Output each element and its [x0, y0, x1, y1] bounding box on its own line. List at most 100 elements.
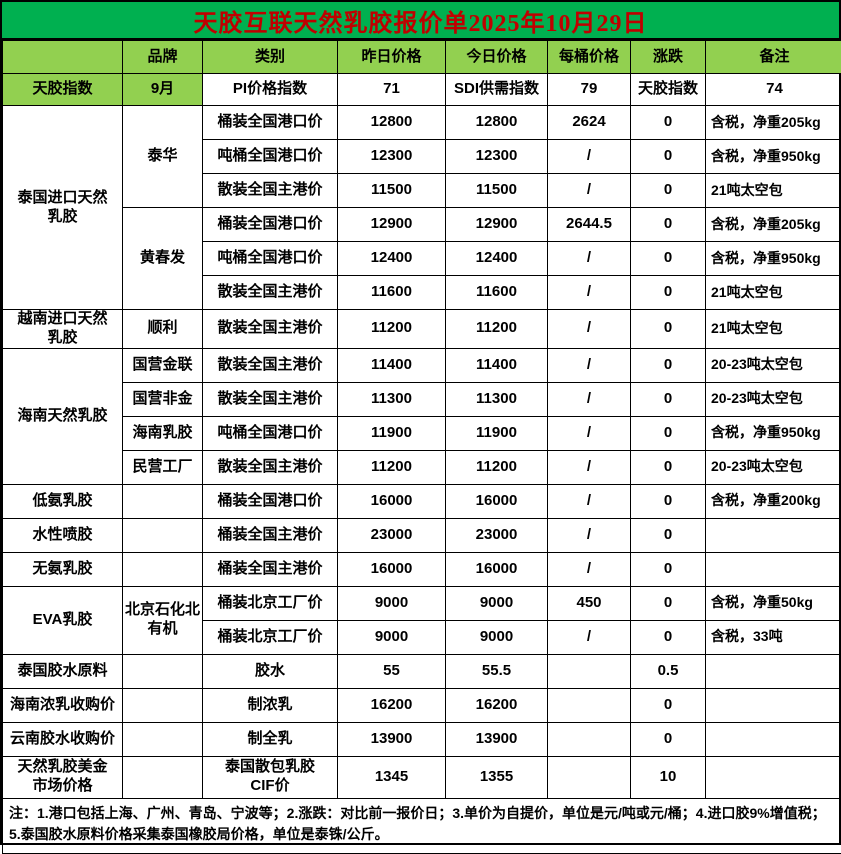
barrel-price-cell: /: [548, 174, 631, 208]
category-cell: 海南浓乳收购价: [3, 688, 123, 722]
change-cell: 0: [631, 208, 706, 242]
yesterday-price-cell: 55: [338, 654, 446, 688]
today-price-cell: 9000: [446, 586, 548, 620]
change-cell: 0.5: [631, 654, 706, 688]
change-cell: 0: [631, 518, 706, 552]
remark-cell: 20-23吨太空包: [706, 382, 841, 416]
barrel-price-cell: /: [548, 242, 631, 276]
page-title: 天胶互联天然乳胶报价单2025年10月29日: [2, 2, 839, 40]
change-cell: 0: [631, 276, 706, 310]
today-price-cell: 55.5: [446, 654, 548, 688]
type-cell: 桶装全国主港价: [203, 552, 338, 586]
type-cell: 桶装全国港口价: [203, 106, 338, 140]
brand-cell: [123, 484, 203, 518]
barrel-price-cell: [548, 756, 631, 798]
category-cell: 天然乳胶美金 市场价格: [3, 756, 123, 798]
remark-cell: 20-23吨太空包: [706, 348, 841, 382]
change-cell: 天胶指数: [631, 74, 706, 106]
yesterday-price-cell: 9000: [338, 620, 446, 654]
yesterday-price-cell: 23000: [338, 518, 446, 552]
type-cell: 胶水: [203, 654, 338, 688]
header-brand-cell: 品牌: [123, 41, 203, 74]
brand-cell: [123, 654, 203, 688]
barrel-price-cell: /: [548, 552, 631, 586]
type-cell: 吨桶全国港口价: [203, 416, 338, 450]
brand-cell: 顺利: [123, 310, 203, 349]
barrel-price-cell: [548, 654, 631, 688]
change-cell: 0: [631, 106, 706, 140]
barrel-price-cell: /: [548, 450, 631, 484]
yesterday-price-cell: 16000: [338, 484, 446, 518]
change-cell: 0: [631, 450, 706, 484]
yesterday-price-cell: 11600: [338, 276, 446, 310]
brand-cell: 北京石化北 有机: [123, 586, 203, 654]
today-price-cell: 16000: [446, 484, 548, 518]
yesterday-price-cell: 11400: [338, 348, 446, 382]
type-cell: 泰国散包乳胶 CIF价: [203, 756, 338, 798]
today-price-cell: 12300: [446, 140, 548, 174]
barrel-price-cell: /: [548, 620, 631, 654]
today-price-cell: 12800: [446, 106, 548, 140]
header-row: 品牌类别昨日价格今日价格每桶价格涨跌备注: [3, 41, 841, 74]
remark-cell: 74: [706, 74, 841, 106]
barrel-price-cell: [548, 688, 631, 722]
header-today-price-cell: 今日价格: [446, 41, 548, 74]
today-price-cell: 9000: [446, 620, 548, 654]
remark-cell: 含税，净重950kg: [706, 242, 841, 276]
type-cell: 桶装全国港口价: [203, 484, 338, 518]
change-cell: 0: [631, 586, 706, 620]
brand-cell: [123, 756, 203, 798]
remark-cell: 含税，净重205kg: [706, 106, 841, 140]
remark-cell: [706, 518, 841, 552]
brand-cell: [123, 722, 203, 756]
barrel-price-cell: /: [548, 348, 631, 382]
category-cell: 云南胶水收购价: [3, 722, 123, 756]
brand-cell: 民营工厂: [123, 450, 203, 484]
today-price-cell: 16000: [446, 552, 548, 586]
change-cell: 0: [631, 348, 706, 382]
header-remark-cell: 备注: [706, 41, 841, 74]
barrel-price-cell: 79: [548, 74, 631, 106]
change-cell: 0: [631, 140, 706, 174]
today-price-cell: 11400: [446, 348, 548, 382]
category-cell: 海南天然乳胶: [3, 348, 123, 484]
today-price-cell: 16200: [446, 688, 548, 722]
header-type-cell: 类别: [203, 41, 338, 74]
type-cell: 散装全国主港价: [203, 348, 338, 382]
type-cell: 散装全国主港价: [203, 382, 338, 416]
type-cell: 散装全国主港价: [203, 310, 338, 349]
barrel-price-cell: /: [548, 518, 631, 552]
remark-cell: [706, 722, 841, 756]
change-cell: 0: [631, 310, 706, 349]
brand-cell: 黄春发: [123, 208, 203, 310]
remark-cell: 21吨太空包: [706, 276, 841, 310]
barrel-price-cell: 450: [548, 586, 631, 620]
remark-cell: [706, 654, 841, 688]
brand-cell: [123, 688, 203, 722]
yesterday-price-cell: 12300: [338, 140, 446, 174]
yesterday-price-cell: 11500: [338, 174, 446, 208]
type-cell: 吨桶全国港口价: [203, 140, 338, 174]
yesterday-price-cell: 11900: [338, 416, 446, 450]
type-cell: 桶装全国主港价: [203, 518, 338, 552]
yesterday-price-cell: 11200: [338, 310, 446, 349]
remark-cell: 含税，33吨: [706, 620, 841, 654]
change-cell: 0: [631, 484, 706, 518]
header-category-cell: [3, 41, 123, 74]
change-cell: 0: [631, 552, 706, 586]
today-price-cell: SDI供需指数: [446, 74, 548, 106]
brand-cell: 海南乳胶: [123, 416, 203, 450]
